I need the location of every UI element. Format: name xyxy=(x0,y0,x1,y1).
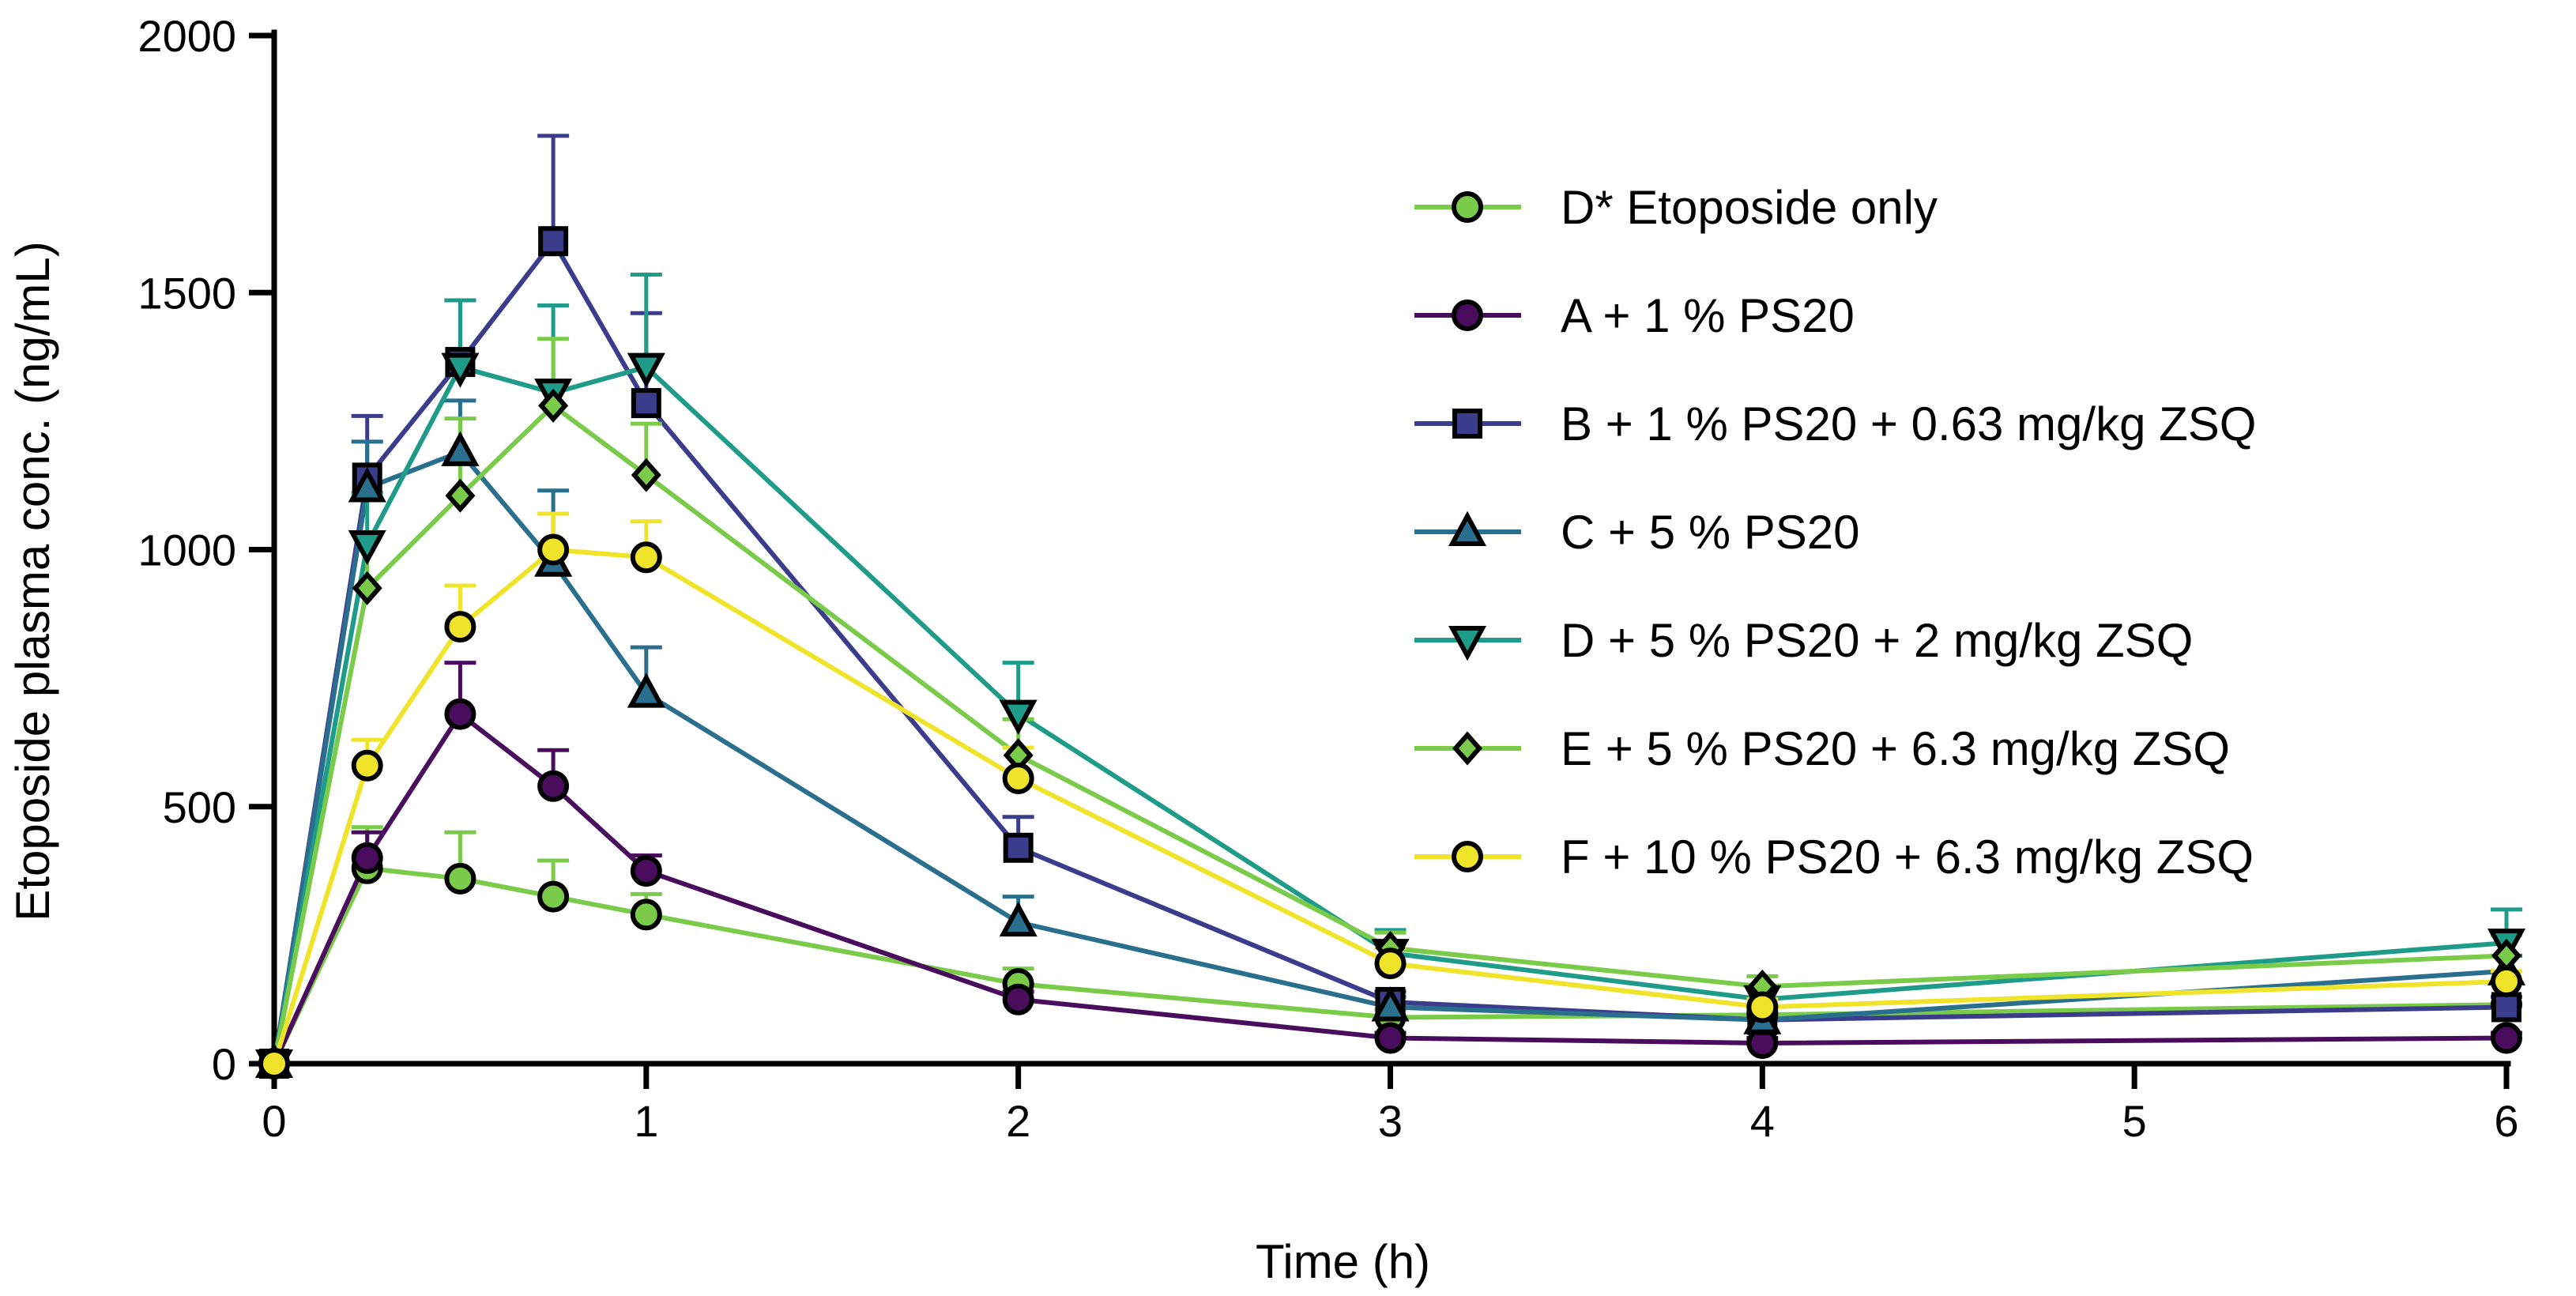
x-tick-label: 3 xyxy=(1378,1096,1403,1146)
y-axis-title: Etoposide plasma conc. (ng/mL) xyxy=(6,241,59,921)
data-point xyxy=(444,698,476,730)
series-6-markers xyxy=(258,533,2522,1079)
legend-swatch-marker xyxy=(1448,626,1487,661)
data-point xyxy=(537,880,570,913)
data-point xyxy=(538,226,569,257)
data-point xyxy=(627,352,665,388)
data-point xyxy=(2491,992,2521,1023)
legend-label: C + 5 % PS20 xyxy=(1561,506,1860,559)
legend-item: D + 5 % PS20 + 2 mg/kg ZSQ xyxy=(1414,614,2193,667)
data-point xyxy=(441,431,480,466)
data-point xyxy=(1371,986,1410,1022)
series-layer xyxy=(254,134,2526,1085)
legend-item: C + 5 % PS20 xyxy=(1414,506,1860,559)
x-tick-label: 6 xyxy=(2494,1096,2518,1146)
data-point xyxy=(351,842,383,874)
data-point xyxy=(537,533,570,566)
data-point xyxy=(1002,983,1034,1015)
legend-label: F + 10 % PS20 + 6.3 mg/kg ZSQ xyxy=(1561,831,2254,883)
data-point xyxy=(2491,965,2522,997)
data-point xyxy=(444,611,476,643)
x-tick-label: 4 xyxy=(1750,1096,1775,1146)
data-point xyxy=(441,352,480,388)
data-point xyxy=(2491,1022,2522,1054)
legend: D* Etoposide only A + 1 % PS20 B + 1 % PS2… xyxy=(1414,181,2256,883)
legend-swatch-marker xyxy=(1448,510,1487,546)
data-point xyxy=(631,388,661,419)
legend-item: F + 10 % PS20 + 6.3 mg/kg ZSQ xyxy=(1414,831,2254,883)
legend-label: D + 5 % PS20 + 2 mg/kg ZSQ xyxy=(1561,614,2193,667)
data-point xyxy=(348,467,386,503)
data-point xyxy=(538,388,569,423)
legend-swatch-marker xyxy=(1452,409,1482,439)
legend-label: E + 5 % PS20 + 6.3 mg/kg ZSQ xyxy=(1561,722,2230,775)
x-tick-label: 5 xyxy=(2122,1096,2147,1146)
legend-swatch-marker xyxy=(1452,300,1483,331)
x-tick-label: 0 xyxy=(262,1096,286,1146)
data-point xyxy=(999,901,1038,937)
data-point xyxy=(1374,948,1407,980)
data-point xyxy=(1746,991,1779,1023)
y-tick-label: 0 xyxy=(212,1039,236,1089)
data-point xyxy=(258,1048,290,1079)
data-point xyxy=(1002,762,1034,794)
data-point xyxy=(445,478,476,513)
legend-label: D* Etoposide only xyxy=(1561,181,1938,234)
x-tick-label: 1 xyxy=(634,1096,658,1146)
legend-item: B + 1 % PS20 + 0.63 mg/kg ZSQ xyxy=(1414,397,2256,450)
data-point xyxy=(351,749,383,782)
data-point xyxy=(630,855,662,887)
y-tick-label: 1500 xyxy=(137,268,236,318)
y-tick-label: 2000 xyxy=(137,11,236,61)
data-point xyxy=(1374,1022,1407,1054)
legend-label: A + 1 % PS20 xyxy=(1561,289,1855,342)
data-point xyxy=(352,571,382,605)
data-point xyxy=(631,458,661,492)
data-point xyxy=(537,770,570,802)
data-point xyxy=(627,672,665,708)
legend-swatch-marker xyxy=(1452,731,1483,766)
legend-item: A + 1 % PS20 xyxy=(1414,289,1855,342)
data-point xyxy=(1003,832,1034,863)
legend-label: B + 1 % PS20 + 0.63 mg/kg ZSQ xyxy=(1561,397,2256,450)
x-axis-title: Time (h) xyxy=(1256,1235,1430,1288)
axes: 0 1 2 3 4 5 6 0 500 1000 1500 2000 Time (h) Etoposide… xyxy=(6,11,2519,1288)
series-6 xyxy=(272,511,2522,1064)
data-point xyxy=(999,699,1038,735)
legend-swatch-marker xyxy=(1452,191,1483,223)
series-2 xyxy=(272,134,2522,1064)
x-tick-label: 2 xyxy=(1006,1096,1030,1146)
y-tick-label: 1000 xyxy=(137,526,236,575)
data-point xyxy=(630,899,662,931)
legend-item: D* Etoposide only xyxy=(1414,181,1938,234)
data-point xyxy=(630,541,662,574)
legend-item: E + 5 % PS20 + 6.3 mg/kg ZSQ xyxy=(1414,722,2230,775)
data-point xyxy=(348,529,386,566)
y-tick-label: 500 xyxy=(163,782,236,832)
data-point xyxy=(444,862,476,895)
legend-swatch-marker xyxy=(1452,841,1483,872)
